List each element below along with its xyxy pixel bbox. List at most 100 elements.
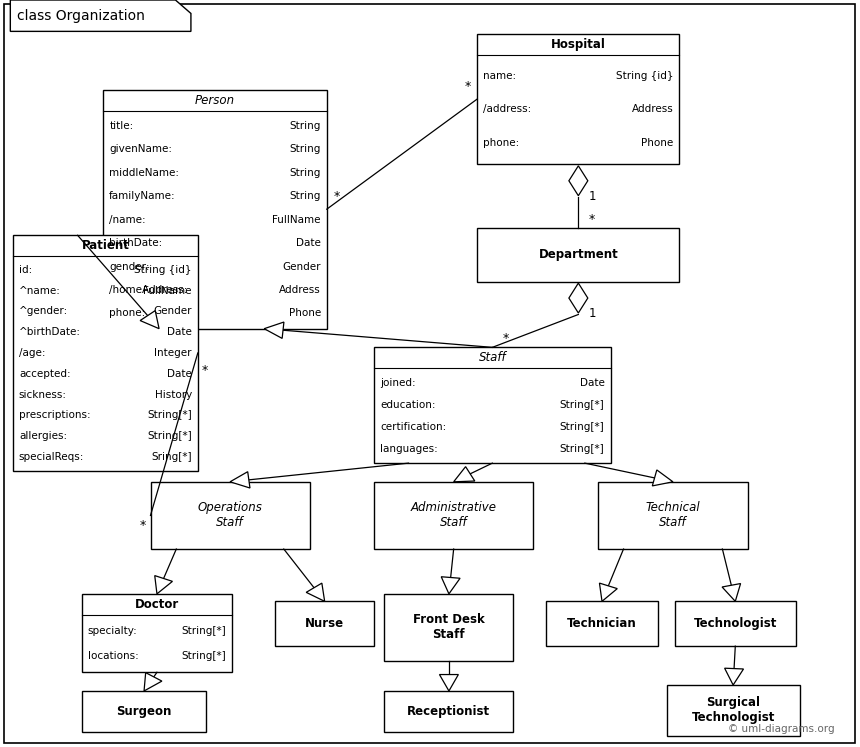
Polygon shape (144, 672, 162, 691)
Text: Operations
Staff: Operations Staff (198, 501, 262, 530)
Text: accepted:: accepted: (19, 369, 71, 379)
Polygon shape (264, 322, 284, 338)
FancyBboxPatch shape (82, 594, 232, 672)
Text: Person: Person (195, 93, 235, 107)
Text: Sring[*]: Sring[*] (151, 452, 192, 462)
Text: String[*]: String[*] (181, 651, 226, 661)
Text: Department: Department (538, 248, 618, 261)
Text: String: String (290, 191, 321, 201)
Text: Gender: Gender (282, 261, 321, 271)
Text: title:: title: (109, 121, 133, 131)
FancyBboxPatch shape (675, 601, 796, 646)
Polygon shape (155, 576, 173, 594)
Polygon shape (569, 283, 588, 313)
Text: FullName: FullName (144, 285, 192, 296)
Text: ^birthDate:: ^birthDate: (19, 327, 81, 337)
Text: Date: Date (580, 378, 605, 388)
Text: String[*]: String[*] (147, 431, 192, 441)
FancyBboxPatch shape (598, 482, 748, 549)
Polygon shape (140, 311, 159, 329)
Text: Address: Address (279, 285, 321, 295)
Text: /address:: /address: (483, 105, 531, 114)
FancyBboxPatch shape (13, 235, 198, 471)
Polygon shape (306, 583, 324, 601)
Text: Technical
Staff: Technical Staff (646, 501, 700, 530)
Text: Staff: Staff (478, 351, 507, 365)
Text: /name:: /name: (109, 214, 146, 225)
Text: joined:: joined: (380, 378, 415, 388)
Text: ^gender:: ^gender: (19, 306, 68, 317)
Polygon shape (722, 583, 740, 601)
Text: String[*]: String[*] (560, 400, 605, 409)
Text: Front Desk
Staff: Front Desk Staff (413, 613, 485, 642)
Text: gender:: gender: (109, 261, 150, 271)
FancyBboxPatch shape (477, 228, 679, 282)
Text: middleName:: middleName: (109, 168, 179, 178)
Text: class Organization: class Organization (17, 9, 145, 22)
FancyBboxPatch shape (546, 601, 658, 646)
Text: allergies:: allergies: (19, 431, 67, 441)
Text: name:: name: (483, 71, 517, 81)
Text: languages:: languages: (380, 444, 438, 453)
Text: certification:: certification: (380, 422, 446, 432)
FancyBboxPatch shape (374, 482, 533, 549)
FancyBboxPatch shape (384, 691, 513, 732)
Polygon shape (230, 471, 250, 488)
FancyBboxPatch shape (477, 34, 679, 164)
Text: String: String (290, 144, 321, 154)
Text: String[*]: String[*] (181, 626, 226, 636)
Text: Administrative
Staff: Administrative Staff (411, 501, 497, 530)
Text: id:: id: (19, 264, 32, 275)
Text: Patient: Patient (82, 239, 129, 252)
Text: Date: Date (167, 327, 192, 337)
Text: String: String (290, 168, 321, 178)
Text: Integer: Integer (154, 348, 192, 358)
Text: birthDate:: birthDate: (109, 238, 163, 248)
Text: String[*]: String[*] (560, 444, 605, 453)
Text: *: * (334, 190, 340, 203)
Text: Phone: Phone (641, 137, 673, 148)
FancyBboxPatch shape (275, 601, 374, 646)
FancyBboxPatch shape (82, 691, 206, 732)
Text: *: * (464, 80, 470, 93)
Polygon shape (441, 577, 460, 594)
Text: Surgical
Technologist: Surgical Technologist (691, 696, 775, 725)
Text: 1: 1 (589, 190, 596, 202)
Text: sickness:: sickness: (19, 390, 67, 400)
Text: *: * (589, 213, 595, 226)
Polygon shape (725, 668, 744, 685)
Text: education:: education: (380, 400, 436, 409)
Text: *: * (502, 332, 509, 345)
Text: Address: Address (631, 105, 673, 114)
Text: Technician: Technician (567, 617, 637, 630)
Text: /age:: /age: (19, 348, 46, 358)
Polygon shape (439, 675, 458, 691)
FancyBboxPatch shape (103, 90, 327, 329)
Text: locations:: locations: (88, 651, 138, 661)
Polygon shape (599, 583, 617, 601)
Text: specialReqs:: specialReqs: (19, 452, 84, 462)
Text: String: String (290, 121, 321, 131)
FancyBboxPatch shape (666, 685, 800, 736)
Text: Surgeon: Surgeon (116, 705, 172, 718)
Text: © uml-diagrams.org: © uml-diagrams.org (728, 724, 834, 734)
Text: Receptionist: Receptionist (408, 705, 490, 718)
Text: Gender: Gender (153, 306, 192, 317)
Text: String {id}: String {id} (616, 71, 673, 81)
Text: specialty:: specialty: (88, 626, 138, 636)
Polygon shape (10, 0, 191, 31)
Text: phone:: phone: (109, 309, 145, 318)
Polygon shape (569, 166, 588, 196)
Text: Hospital: Hospital (551, 37, 605, 51)
Polygon shape (653, 470, 673, 486)
Polygon shape (454, 467, 475, 482)
Text: phone:: phone: (483, 137, 519, 148)
Text: Date: Date (296, 238, 321, 248)
Text: History: History (155, 390, 192, 400)
Text: String[*]: String[*] (560, 422, 605, 432)
Text: Date: Date (167, 369, 192, 379)
Text: /homeAddress:: /homeAddress: (109, 285, 187, 295)
Text: Doctor: Doctor (135, 598, 179, 611)
FancyBboxPatch shape (384, 594, 513, 661)
FancyBboxPatch shape (374, 347, 611, 463)
